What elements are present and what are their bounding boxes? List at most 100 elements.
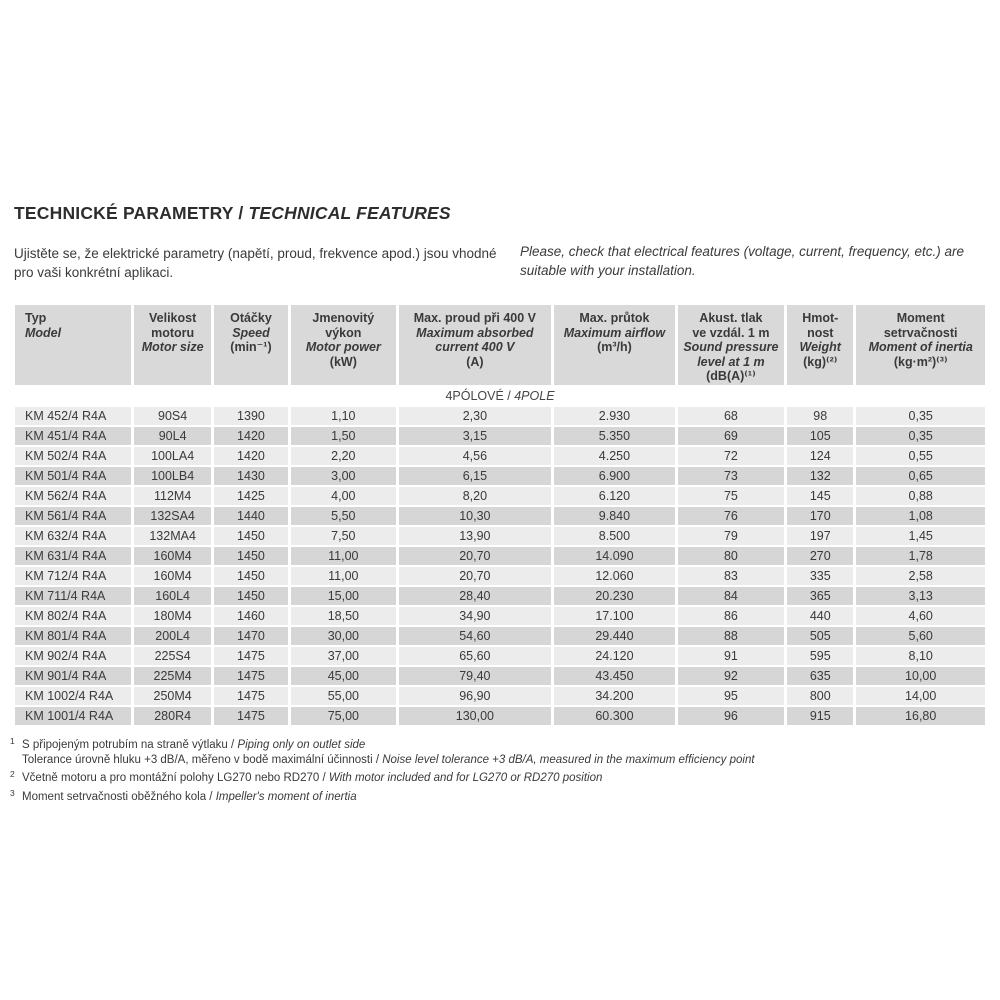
cell-sound: 95: [677, 687, 785, 705]
table-row: KM 502/4 R4A 100LA4 1420 2,20 4,56 4.250 72 124…: [15, 447, 985, 465]
header-line: nost: [807, 325, 834, 340]
cell-current: 6,15: [398, 467, 552, 485]
table-row: KM 561/4 R4A 132SA4 1440 5,50 10,30 9.840 76 17…: [15, 507, 985, 525]
header-line: Jmenovitý: [312, 311, 375, 325]
cell-model: KM 452/4 R4A: [15, 407, 132, 425]
section-label: 4PÓLOVÉ / 4POLE: [15, 387, 985, 405]
cell-airflow: 20.230: [554, 587, 675, 605]
cell-power: 55,00: [291, 687, 396, 705]
cell-speed: 1470: [213, 627, 289, 645]
cell-current: 13,90: [398, 527, 552, 545]
cell-model: KM 1002/4 R4A: [15, 687, 132, 705]
footnote-text-english: Piping only on outlet side: [237, 739, 366, 751]
cell-airflow: 6.900: [554, 467, 675, 485]
cell-speed: 1475: [213, 707, 289, 725]
cell-inertia: 1,08: [856, 507, 985, 525]
section-label-separator: /: [503, 389, 515, 403]
cell-current: 20,70: [398, 567, 552, 585]
footnote-line: 2 Včetně motoru a pro montážní polohy LG2…: [10, 767, 990, 786]
column-header-inertia: Moment setrvačnosti Moment of inertia (kg·m…: [856, 305, 985, 385]
footnote-line: 1 S připojeným potrubím na straně výtlaku…: [10, 734, 990, 753]
table-row: KM 452/4 R4A 90S4 1390 1,10 2,30 2.930 68 98 0,3…: [15, 407, 985, 425]
cell-sound: 76: [677, 507, 785, 525]
cell-power: 37,00: [291, 647, 396, 665]
cell-current: 79,40: [398, 667, 552, 685]
header-line: (kg)⁽²⁾: [803, 354, 838, 369]
footnote-text-english: With motor included and for LG270 or RD2…: [328, 772, 603, 785]
header-line: setrvačnosti: [883, 325, 958, 340]
table-row: KM 631/4 R4A 160M4 1450 11,00 20,70 14.090 80 2…: [15, 547, 985, 565]
cell-speed: 1425: [213, 487, 289, 505]
cell-speed: 1420: [213, 447, 289, 465]
cell-inertia: 1,45: [856, 527, 985, 545]
table-body: KM 452/4 R4A 90S4 1390 1,10 2,30 2.930 68 98 0,3…: [15, 407, 985, 725]
cell-motor-size: 250M4: [134, 687, 211, 705]
footnote-text-czech: Moment setrvačnosti oběžného kola: [22, 790, 207, 803]
cell-motor-size: 100LA4: [134, 447, 211, 465]
footnote-text-czech: Tolerance úrovně hluku +3 dB/A, měřeno v…: [22, 753, 373, 766]
footnote-separator: /: [372, 753, 383, 766]
cell-weight: 145: [787, 487, 854, 505]
header-line: Max. proud při 400 V: [413, 311, 536, 325]
cell-model: KM 802/4 R4A: [15, 607, 132, 625]
cell-airflow: 14.090: [554, 547, 675, 565]
cell-inertia: 0,35: [856, 427, 985, 445]
cell-inertia: 0,65: [856, 467, 985, 485]
cell-model: KM 632/4 R4A: [15, 527, 132, 545]
column-header-weight: Hmot-nost Weight (kg)⁽²⁾: [787, 305, 854, 385]
cell-sound: 68: [677, 407, 785, 425]
technical-features-table: Typ Model Velikost motoru Motor size Otáčky Sp…: [12, 303, 988, 727]
cell-current: 10,30: [398, 507, 552, 525]
cell-airflow: 4.250: [554, 447, 675, 465]
cell-model: KM 901/4 R4A: [15, 667, 132, 685]
section-row-4pole: 4PÓLOVÉ / 4POLE: [15, 387, 985, 405]
table-row: KM 562/4 R4A 112M4 1425 4,00 8,20 6.120 75 145 0…: [15, 487, 985, 505]
cell-sound: 83: [677, 567, 785, 585]
cell-current: 54,60: [398, 627, 552, 645]
cell-power: 45,00: [291, 667, 396, 685]
footnote-text-czech: S připojeným potrubím na straně výtlaku: [22, 739, 228, 751]
cell-inertia: 3,13: [856, 587, 985, 605]
cell-current: 34,90: [398, 607, 552, 625]
header-line: current 400 V: [435, 340, 515, 354]
cell-inertia: 1,78: [856, 547, 985, 565]
cell-weight: 335: [787, 567, 854, 585]
header-line: Sound pressure: [683, 340, 779, 354]
footnote-text-czech: Včetně motoru a pro montážní polohy LG27…: [22, 772, 320, 785]
cell-sound: 96: [677, 707, 785, 725]
header-line: level at 1 m: [697, 354, 765, 369]
cell-speed: 1390: [213, 407, 289, 425]
cell-airflow: 43.450: [554, 667, 675, 685]
cell-airflow: 6.120: [554, 487, 675, 505]
cell-current: 20,70: [398, 547, 552, 565]
section-label-english: 4POLE: [514, 389, 555, 403]
cell-sound: 86: [677, 607, 785, 625]
cell-inertia: 8,10: [856, 647, 985, 665]
cell-weight: 124: [787, 447, 854, 465]
cell-motor-size: 100LB4: [134, 467, 211, 485]
cell-inertia: 0,88: [856, 487, 985, 505]
table-row: KM 1001/4 R4A 280R4 1475 75,00 130,00 60.300 9…: [15, 707, 985, 725]
page-title: TECHNICKÉ PARAMETRY / TECHNICAL FEATURES: [14, 203, 451, 224]
header-line: Max. průtok: [579, 311, 650, 325]
cell-motor-size: 160L4: [134, 587, 211, 605]
cell-sound: 88: [677, 627, 785, 645]
table-header-row: Typ Model Velikost motoru Motor size Otáčky Sp…: [15, 305, 985, 385]
header-line: (kg·m²)⁽³⁾: [893, 354, 948, 369]
cell-airflow: 12.060: [554, 567, 675, 585]
cell-inertia: 14,00: [856, 687, 985, 705]
column-header-airflow: Max. průtok Maximum airflow (m³/h): [554, 305, 675, 385]
cell-inertia: 2,58: [856, 567, 985, 585]
cell-airflow: 5.350: [554, 427, 675, 445]
cell-inertia: 16,80: [856, 707, 985, 725]
cell-power: 75,00: [291, 707, 396, 725]
cell-model: KM 561/4 R4A: [15, 507, 132, 525]
footnote-marker: 2: [10, 769, 15, 780]
header-line: Motor size: [141, 340, 204, 354]
cell-sound: 75: [677, 487, 785, 505]
cell-speed: 1450: [213, 567, 289, 585]
header-line: motoru: [151, 325, 195, 340]
cell-model: KM 501/4 R4A: [15, 467, 132, 485]
table-row: KM 451/4 R4A 90L4 1420 1,50 3,15 5.350 69 105 0,…: [15, 427, 985, 445]
cell-current: 4,56: [398, 447, 552, 465]
